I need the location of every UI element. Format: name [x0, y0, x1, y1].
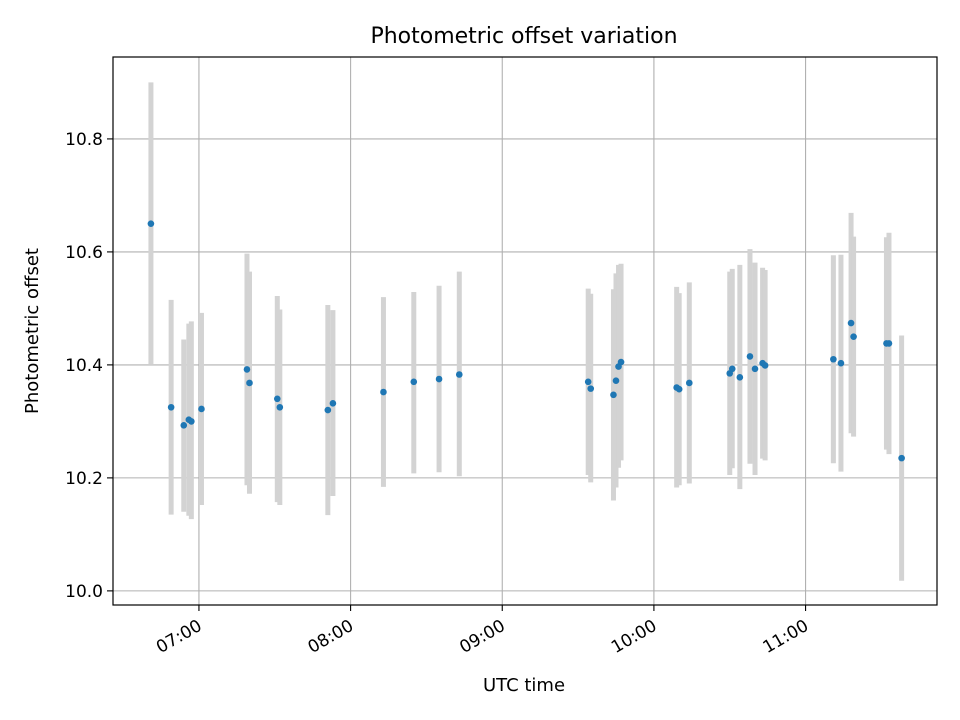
data-point — [380, 388, 387, 396]
data-point — [837, 359, 845, 367]
data-point — [685, 379, 693, 387]
y-axis-label: Photometric offset — [22, 248, 43, 414]
data-point — [746, 353, 754, 360]
data-point — [147, 220, 155, 227]
data-point — [610, 391, 617, 399]
data-point — [847, 319, 855, 327]
y-axis-ticks: 10.0 10.2 10.4 10.6 10.8 — [65, 130, 113, 602]
data-point — [675, 385, 683, 393]
data-point — [612, 377, 620, 385]
x-tick-label: 09:00 — [456, 616, 508, 658]
data-point — [885, 340, 893, 347]
x-tick-label: 10:00 — [608, 616, 660, 658]
data-point — [830, 355, 837, 363]
data-point — [243, 366, 251, 373]
chart-title: Photometric offset variation — [370, 24, 677, 49]
y-tick-label: 10.0 — [65, 582, 103, 602]
data-point — [898, 454, 905, 462]
data-point — [751, 365, 759, 373]
data-point — [324, 406, 332, 414]
data-point — [329, 400, 337, 407]
error-bars — [148, 82, 905, 581]
x-tick-label: 07:00 — [153, 616, 205, 658]
y-tick-label: 10.4 — [65, 356, 103, 376]
data-point — [850, 333, 857, 340]
data-point — [273, 395, 281, 403]
data-point — [617, 358, 625, 366]
y-tick-label: 10.2 — [65, 469, 103, 489]
x-axis-ticks: 07:00 08:00 09:00 10:00 11:00 — [153, 605, 812, 658]
y-tick-label: 10.8 — [65, 130, 103, 150]
data-points — [147, 220, 905, 462]
grid-lines — [113, 57, 937, 605]
data-point — [435, 375, 443, 383]
y-tick-label: 10.6 — [65, 243, 103, 263]
data-point — [167, 403, 175, 411]
plot-area-frame — [112, 56, 938, 606]
data-point — [584, 378, 592, 386]
data-point — [728, 365, 736, 373]
data-point — [736, 374, 744, 381]
data-point — [276, 403, 284, 411]
data-point — [180, 422, 188, 429]
data-point — [410, 378, 418, 386]
data-point — [587, 385, 595, 392]
data-point — [246, 379, 253, 387]
data-point — [455, 371, 463, 378]
data-point — [198, 405, 205, 413]
x-tick-label: 08:00 — [305, 616, 357, 658]
x-axis-label: UTC time — [483, 675, 565, 696]
data-point — [188, 418, 195, 425]
data-point — [761, 362, 769, 369]
x-tick-label: 11:00 — [760, 616, 812, 658]
